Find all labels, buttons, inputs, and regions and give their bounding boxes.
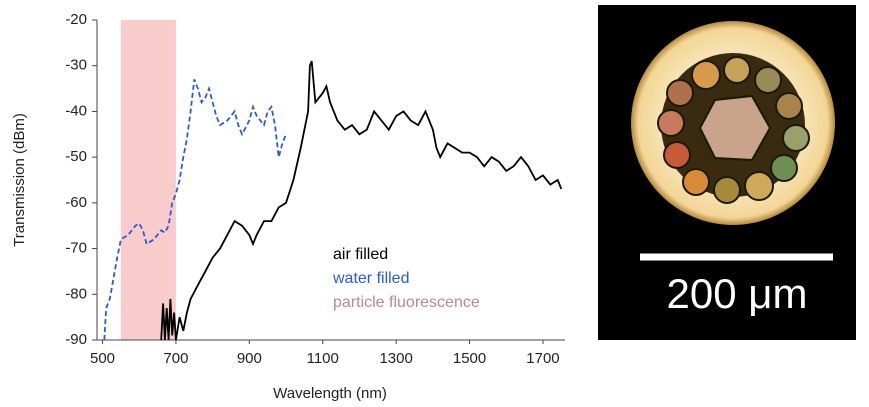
scale-label: 200 μm (667, 270, 808, 317)
y-axis-title: Transmission (dBm) (11, 113, 28, 247)
y-tick-label: -70 (65, 240, 87, 257)
x-tick-label: 700 (163, 350, 188, 367)
micrograph: 200 μm (598, 5, 856, 340)
y-tick-label: -80 (65, 285, 87, 302)
series-line (160, 60, 563, 341)
legend-label: water filled (332, 270, 409, 287)
x-tick-label: 1300 (379, 350, 412, 367)
x-tick-label: 900 (237, 350, 262, 367)
x-tick-label: 1100 (307, 350, 339, 367)
shaded-region (120, 20, 176, 340)
y-tick-label: -90 (65, 331, 87, 348)
cells (657, 56, 810, 204)
x-tick-label: 1700 (526, 350, 559, 367)
y-tick-label: -30 (65, 57, 87, 74)
x-axis-title: Wavelength (nm) (273, 385, 387, 402)
y-tick-label: -60 (65, 194, 87, 211)
x-tick-label: 1500 (453, 350, 486, 367)
x-tick-label: 500 (90, 350, 115, 367)
y-tick-label: -20 (65, 11, 87, 28)
legend-label: air filled (333, 246, 388, 263)
legend-label: particle fluorescence (333, 294, 480, 311)
y-tick-label: -40 (65, 102, 87, 119)
y-tick-label: -50 (65, 148, 87, 165)
